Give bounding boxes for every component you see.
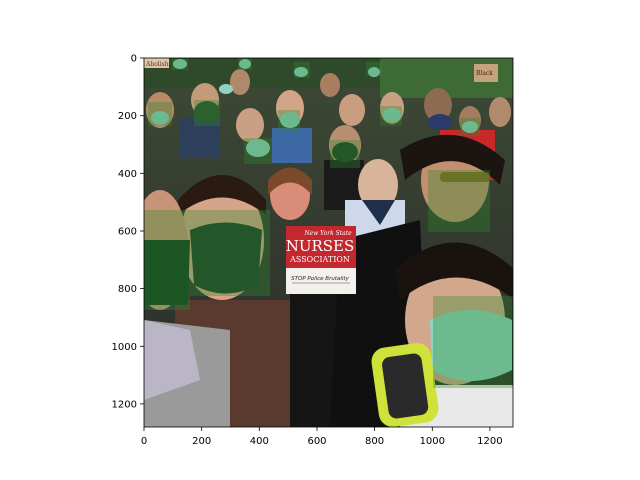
- y-tick-label: 1000: [112, 342, 137, 353]
- x-tick-label: 800: [365, 436, 384, 447]
- background-sign-right: Black: [476, 70, 493, 77]
- sign-handwritten: STOP Police Brutality: [291, 276, 349, 282]
- y-tick-label: 400: [118, 169, 137, 180]
- x-axis: 0 200 400 600 800 1000 1200: [141, 427, 503, 447]
- detection-overlays: [144, 58, 513, 388]
- masks: [151, 59, 478, 157]
- y-axis: 0 200 400 600 800 1000 1200: [112, 54, 144, 410]
- y-tick-label: 1200: [112, 399, 137, 410]
- background-sign-left: Abolish: [145, 61, 169, 68]
- x-tick-label: 200: [192, 436, 211, 447]
- x-tick-label: 1000: [420, 436, 445, 447]
- x-tick-label: 0: [141, 436, 147, 447]
- y-tick-label: 800: [118, 284, 137, 295]
- y-tick-label: 600: [118, 227, 137, 238]
- x-tick-label: 1200: [477, 436, 502, 447]
- photo: Abolish Black: [144, 58, 513, 427]
- sign-line-1: New York State: [303, 230, 352, 237]
- x-tick-label: 600: [307, 436, 326, 447]
- x-tick-label: 400: [250, 436, 269, 447]
- y-tick-label: 0: [131, 54, 137, 65]
- y-tick-label: 200: [118, 111, 137, 122]
- sign-line-3: ASSOCIATION: [289, 255, 350, 264]
- nurses-sign: New York State NURSES ASSOCIATION STOP P…: [286, 226, 356, 294]
- sign-line-2: NURSES: [286, 237, 355, 255]
- axes-frame: [143, 57, 514, 428]
